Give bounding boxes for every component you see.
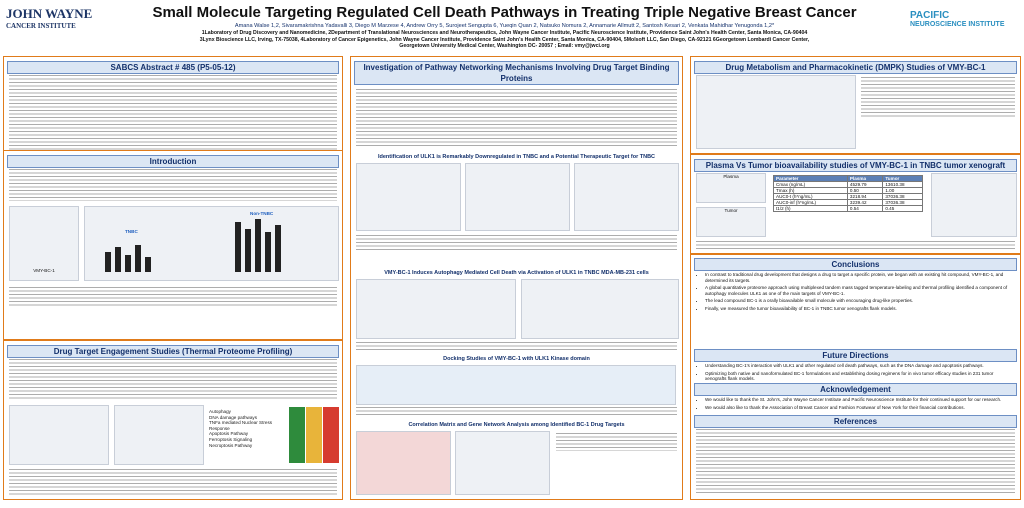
legend-entry: Apoptosis Pathway xyxy=(209,431,249,437)
section-title: Drug Metabolism and Pharmacokinetic (DMP… xyxy=(694,61,1017,74)
list-item: Understanding BC-1's interaction with UL… xyxy=(705,363,1014,369)
subsection-title: VMY-BC-1 Induces Autophagy Mediated Cell… xyxy=(384,270,649,276)
caption xyxy=(556,433,677,451)
pk-table: Parameter Plasma Tumor Cmax (ng/mL) 4529.79 1… xyxy=(773,175,923,212)
list-item: Optimizing both native and nanoformulate… xyxy=(705,371,1014,382)
caption xyxy=(696,241,1015,251)
table-cell: 0.54 xyxy=(846,205,884,212)
list-item: The lead compound BC-1 is a orally bioav… xyxy=(705,298,1014,304)
legend-entry: TNFa mediated Nuclear Stress Response xyxy=(209,420,273,431)
legend-entry: Autophagy xyxy=(209,409,231,414)
legend-entry: DNA damage pathways xyxy=(209,414,258,420)
section-title: Future Directions xyxy=(694,349,1017,362)
title: Small Molecule Targeting Regulated Cell … xyxy=(152,4,857,21)
table-cell: t1/2 (h) xyxy=(773,205,848,212)
affiliation: Georgetown University Medical Center, Wa… xyxy=(399,43,610,49)
figure xyxy=(574,163,679,231)
list-item: In contrast to traditional drug developm… xyxy=(705,272,1014,283)
tpp-panel: Drug Target Engagement Studies (Thermal … xyxy=(3,340,343,500)
logo-text: NEUROSCIENCE INSTITUTE xyxy=(910,21,1005,28)
bars-drawing xyxy=(105,219,281,272)
list-item: We would like to thank the St. John's, J… xyxy=(705,397,1014,403)
caption xyxy=(9,287,337,307)
workflow-figure xyxy=(9,405,109,465)
figure xyxy=(356,163,461,231)
section-title: References xyxy=(694,415,1017,428)
table-cell: 0.45 xyxy=(882,205,923,212)
caption xyxy=(356,407,677,417)
plot-figure xyxy=(114,405,204,465)
authors: Amana Walse 1,2, Sivaramakrishna Yadaval… xyxy=(234,23,775,29)
body-text xyxy=(356,89,677,147)
middle-panel: Investigation of Pathway Networking Mech… xyxy=(350,56,683,500)
affiliation: 3Lynx Bioscience LLC, Irving, TX-75038, … xyxy=(199,36,810,43)
figure xyxy=(521,279,679,339)
list-item: A global quantitative proteome approach … xyxy=(705,285,1014,296)
table-row: t1/2 (h) 0.54 0.45 xyxy=(773,205,923,212)
logo-text: PACIFIC xyxy=(910,10,950,21)
legend-entry: Necroptosis Pathway xyxy=(209,442,253,448)
list-item: Finally, we measured the tumor bioavaila… xyxy=(705,306,1014,312)
section-title: Plasma Vs Tumor bioavailability studies … xyxy=(694,159,1017,172)
structure-figure: VMY-BC-1 xyxy=(9,206,79,281)
figure-label: VMY-BC-1 xyxy=(33,268,55,274)
bar-figure: TNBC Non-TNBC xyxy=(84,206,339,281)
subsection-title: Docking Studies of VMY-BC-1 with ULK1 Ki… xyxy=(443,356,590,362)
figure xyxy=(465,163,570,231)
heatmap xyxy=(289,407,339,463)
pathway-legend: Autophagy DNA damage pathways TNFa media… xyxy=(209,409,289,448)
legend-entry: Ferroptosis Signaling xyxy=(209,436,253,442)
list-item: We would also like to thank the Associat… xyxy=(705,405,1014,411)
plot-figure: Tumor xyxy=(696,207,766,237)
caption xyxy=(356,342,677,352)
docking-figure xyxy=(356,365,676,405)
caption xyxy=(9,469,337,495)
ack-list: We would like to thank the St. John's, J… xyxy=(697,397,1014,412)
bio-panel: Plasma Vs Tumor bioavailability studies … xyxy=(690,154,1021,254)
affiliation: 1Laboratory of Drug Discovery and Nanome… xyxy=(201,30,808,36)
references-text xyxy=(696,429,1015,495)
plot-figure: Plasma xyxy=(696,173,766,203)
body-text xyxy=(9,169,337,201)
logo-text: CANCER INSTITUTE xyxy=(6,22,76,30)
abstract-panel: SABCS Abstract # 485 (P5-05-12) xyxy=(3,56,343,159)
correlation-figure xyxy=(356,431,451,495)
network-figure xyxy=(455,431,550,495)
caption xyxy=(861,77,1015,117)
section-title: Conclusions xyxy=(694,258,1017,271)
blot-figure xyxy=(931,173,1017,237)
table-row: Parameter Plasma Tumor xyxy=(773,175,923,182)
conclusions-list: In contrast to traditional drug developm… xyxy=(697,272,1014,314)
logo-text: JOHN WAYNE xyxy=(6,6,93,21)
caption xyxy=(356,235,677,251)
logo-left: JOHN WAYNE CANCER INSTITUTE xyxy=(6,6,96,30)
figure-label: Non-TNBC xyxy=(250,211,274,216)
section-title: Introduction xyxy=(7,155,339,168)
table-row: AUC0-inf (h*ng/mL) 3239.42 37036.38 xyxy=(773,199,923,206)
plot-title: Tumor xyxy=(724,208,738,213)
subsection-title: Identification of ULK1 is Remarkably Dow… xyxy=(377,154,656,160)
body-text xyxy=(9,359,337,401)
subsection-title: Correlation Matrix and Gene Network Anal… xyxy=(408,422,625,428)
logo-right: PACIFIC NEUROSCIENCE INSTITUTE xyxy=(910,10,1020,28)
affiliations: 1Laboratory of Drug Discovery and Nanome… xyxy=(100,30,909,50)
intro-panel: Introduction VMY-BC-1 TNBC Non-TNBC xyxy=(3,150,343,340)
right-panel: Conclusions In contrast to traditional d… xyxy=(690,254,1021,500)
section-title: SABCS Abstract # 485 (P5-05-12) xyxy=(7,61,339,74)
figure-label: TNBC xyxy=(125,229,138,234)
dmpk-panel: Drug Metabolism and Pharmacokinetic (DMP… xyxy=(690,56,1021,154)
pk-figure xyxy=(696,75,856,149)
figure xyxy=(356,279,516,339)
section-title: Investigation of Pathway Networking Mech… xyxy=(354,61,679,85)
plot-title: Plasma xyxy=(723,174,739,179)
section-title: Acknowledgement xyxy=(694,383,1017,396)
section-title: Drug Target Engagement Studies (Thermal … xyxy=(7,345,339,358)
body-text xyxy=(9,75,337,155)
